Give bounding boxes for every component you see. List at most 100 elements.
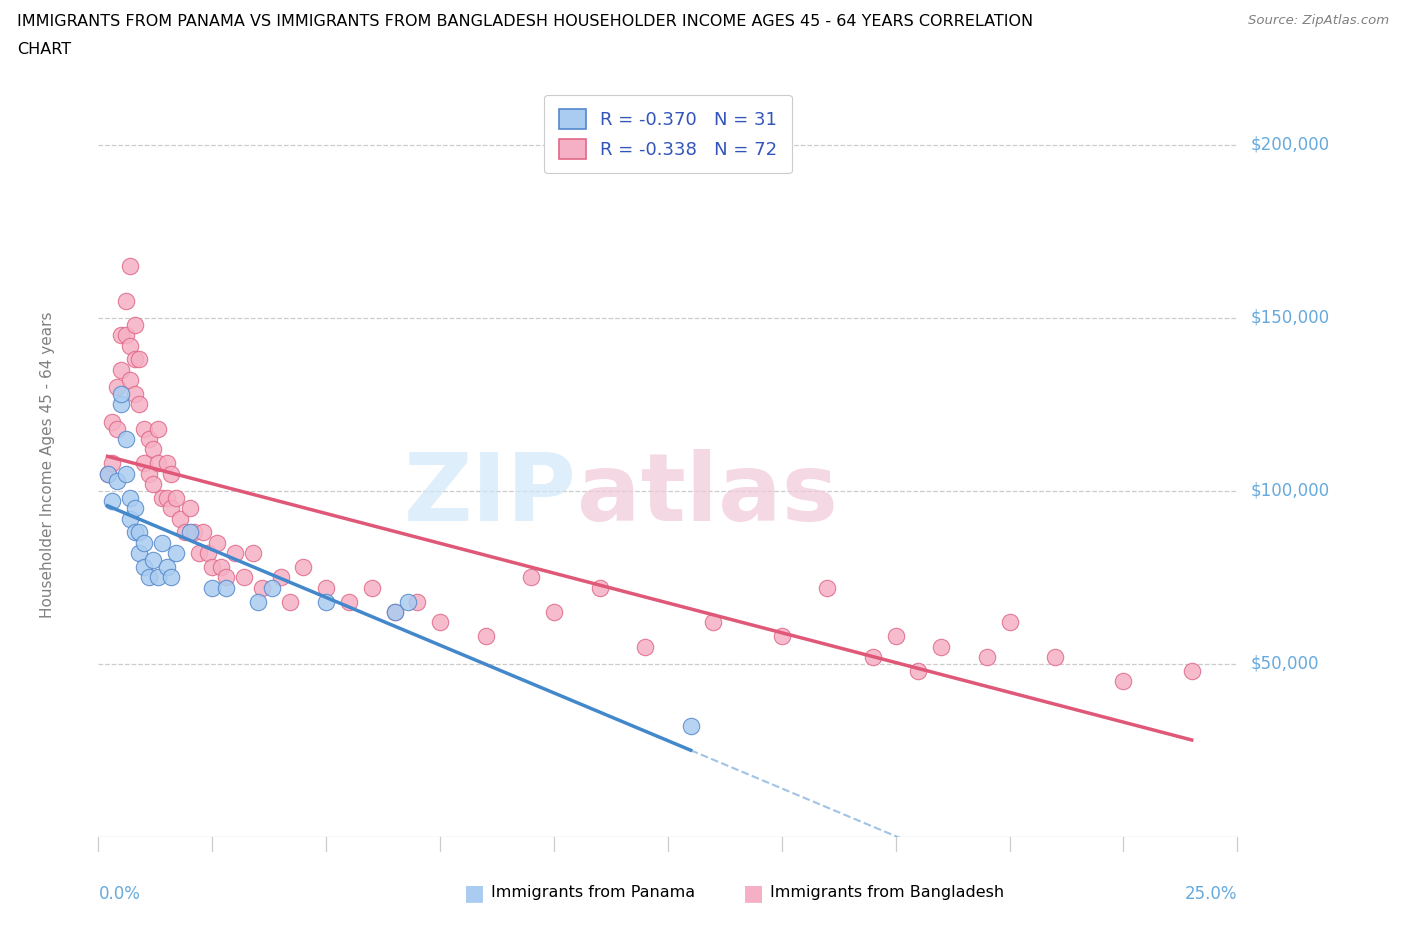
Point [114, 432, 136, 446]
Point [770, 629, 793, 644]
Point [201, 580, 224, 595]
Text: 25.0%: 25.0% [1185, 885, 1237, 903]
Point [679, 719, 702, 734]
Point [588, 580, 610, 595]
Point [337, 594, 360, 609]
Point [160, 570, 183, 585]
Point [132, 536, 155, 551]
Point [128, 525, 150, 540]
Point [197, 546, 219, 561]
Point [120, 339, 142, 353]
Text: atlas: atlas [576, 449, 838, 540]
Point [114, 293, 136, 308]
Point [120, 512, 142, 526]
Point [292, 560, 315, 575]
Point [315, 580, 337, 595]
Point [105, 473, 128, 488]
Point [215, 570, 238, 585]
Text: ■: ■ [464, 883, 485, 903]
Text: Immigrants from Bangladesh: Immigrants from Bangladesh [770, 885, 1004, 900]
Point [384, 604, 406, 619]
Legend: R = -0.370   N = 31, R = -0.338   N = 72: R = -0.370 N = 31, R = -0.338 N = 72 [544, 95, 792, 173]
Point [165, 546, 187, 561]
Text: Immigrants from Panama: Immigrants from Panama [491, 885, 696, 900]
Point [146, 421, 169, 436]
Point [884, 629, 907, 644]
Point [201, 560, 224, 575]
Point [183, 525, 205, 540]
Text: Householder Income Ages 45 - 64 years: Householder Income Ages 45 - 64 years [39, 312, 55, 618]
Text: Source: ZipAtlas.com: Source: ZipAtlas.com [1249, 14, 1389, 27]
Point [114, 466, 136, 481]
Point [634, 639, 657, 654]
Point [815, 580, 838, 595]
Point [315, 594, 337, 609]
Point [124, 387, 146, 402]
Point [702, 615, 724, 630]
Point [165, 490, 187, 505]
Point [150, 536, 173, 551]
Point [101, 494, 124, 509]
Point [1043, 650, 1066, 665]
Point [929, 639, 952, 654]
Point [474, 629, 496, 644]
Point [384, 604, 406, 619]
Point [209, 560, 232, 575]
Point [138, 432, 160, 446]
Point [976, 650, 998, 665]
Point [156, 560, 179, 575]
Point [246, 594, 269, 609]
Point [124, 501, 146, 516]
Text: IMMIGRANTS FROM PANAMA VS IMMIGRANTS FROM BANGLADESH HOUSEHOLDER INCOME AGES 45 : IMMIGRANTS FROM PANAMA VS IMMIGRANTS FRO… [17, 14, 1033, 29]
Point [110, 387, 132, 402]
Point [260, 580, 283, 595]
Text: $100,000: $100,000 [1251, 482, 1330, 500]
Point [520, 570, 543, 585]
Point [146, 570, 169, 585]
Point [142, 552, 165, 567]
Point [138, 466, 160, 481]
Point [429, 615, 451, 630]
Point [101, 414, 124, 429]
Point [156, 456, 179, 471]
Point [187, 546, 209, 561]
Point [862, 650, 884, 665]
Text: CHART: CHART [17, 42, 70, 57]
Point [193, 525, 215, 540]
Point [233, 570, 256, 585]
Point [215, 580, 238, 595]
Point [96, 466, 118, 481]
Text: $200,000: $200,000 [1251, 136, 1330, 153]
Point [160, 501, 183, 516]
Point [128, 352, 150, 367]
Point [169, 512, 191, 526]
Point [120, 490, 142, 505]
Point [120, 259, 142, 273]
Point [142, 442, 165, 457]
Point [242, 546, 264, 561]
Point [156, 490, 179, 505]
Point [252, 580, 274, 595]
Text: ■: ■ [742, 883, 763, 903]
Point [138, 570, 160, 585]
Point [120, 373, 142, 388]
Point [998, 615, 1021, 630]
Point [128, 397, 150, 412]
Point [110, 327, 132, 342]
Text: 0.0%: 0.0% [98, 885, 141, 903]
Point [543, 604, 565, 619]
Point [160, 466, 183, 481]
Point [101, 456, 124, 471]
Point [360, 580, 382, 595]
Point [128, 546, 150, 561]
Point [150, 490, 173, 505]
Point [105, 421, 128, 436]
Point [1181, 663, 1204, 678]
Point [907, 663, 929, 678]
Point [124, 525, 146, 540]
Point [142, 476, 165, 491]
Point [105, 379, 128, 394]
Point [110, 397, 132, 412]
Text: ZIP: ZIP [404, 449, 576, 540]
Point [132, 456, 155, 471]
